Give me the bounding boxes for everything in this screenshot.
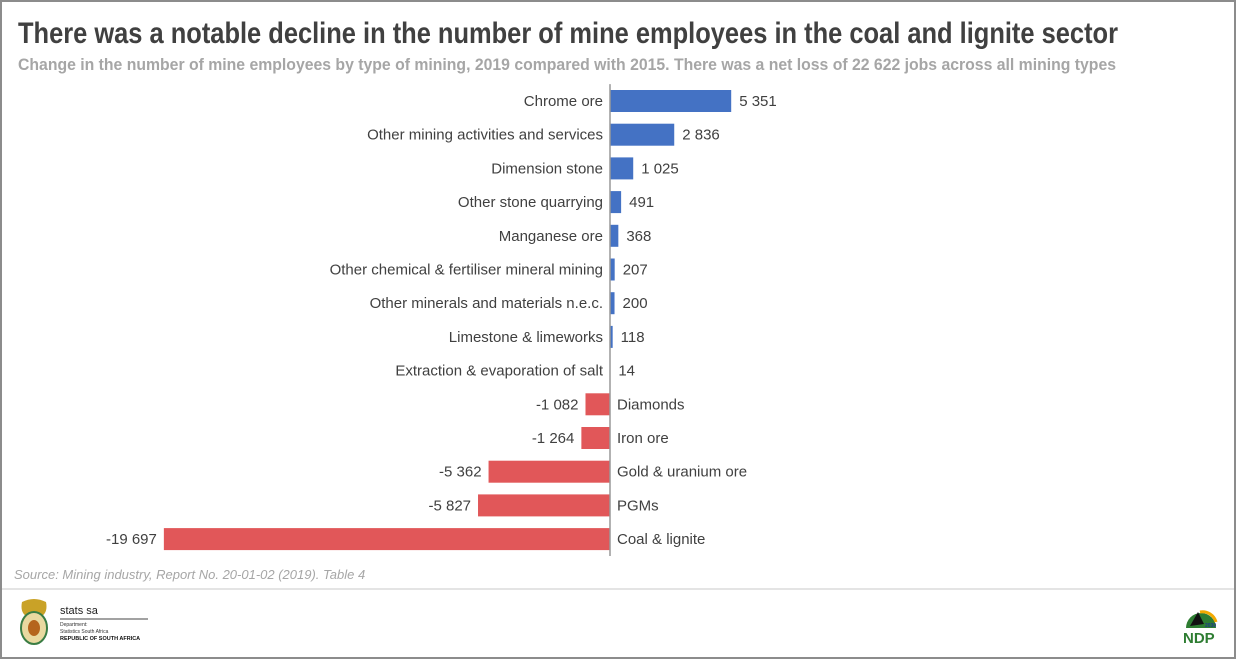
data-label: 368: [626, 228, 651, 245]
logo-line3: REPUBLIC OF SOUTH AFRICA: [60, 636, 140, 642]
source-note: Source: Mining industry, Report No. 20-0…: [14, 567, 365, 582]
data-label: 207: [623, 262, 648, 279]
data-label: -19 697: [106, 531, 157, 548]
bar: [610, 292, 615, 315]
chart-title: There was a notable decline in the numbe…: [18, 17, 1118, 50]
ndp-year: 2030: [1205, 623, 1216, 629]
category-label: Other mining activities and services: [367, 127, 603, 144]
category-label: Other stone quarrying: [458, 194, 603, 211]
category-label: Other minerals and materials n.e.c.: [370, 295, 603, 312]
data-label: -5 362: [439, 464, 482, 481]
bar: [488, 460, 610, 483]
data-label: -1 264: [532, 430, 575, 447]
data-label: 200: [623, 295, 648, 312]
ndp-text: NDP: [1183, 630, 1215, 647]
bar: [610, 325, 613, 348]
bar: [610, 157, 634, 180]
data-label: -5 827: [428, 497, 471, 514]
stats-sa-logo: stats sa Department: Statistics South Af…: [20, 599, 148, 645]
category-label: Coal & lignite: [617, 531, 705, 548]
bar: [163, 528, 610, 551]
bar: [610, 123, 675, 146]
bar: [610, 191, 622, 214]
category-label: Chrome ore: [524, 93, 603, 110]
category-label: Extraction & evaporation of salt: [395, 363, 603, 380]
bar: [585, 393, 610, 416]
bar: [581, 427, 610, 449]
bar: [610, 224, 619, 247]
data-label: 14: [618, 363, 635, 380]
data-label: 2 836: [682, 127, 720, 144]
ndp-logo: 2030 NDP: [1183, 610, 1218, 647]
data-label: 1 025: [641, 160, 679, 177]
category-label: Iron ore: [617, 430, 669, 447]
category-label: Manganese ore: [499, 228, 603, 245]
data-label: 5 351: [739, 93, 777, 110]
data-label: -1 082: [536, 396, 579, 413]
category-label: Limestone & limeworks: [449, 329, 603, 346]
category-label: Dimension stone: [491, 160, 603, 177]
category-label: Diamonds: [617, 396, 685, 413]
stats-sa-name: stats sa: [60, 605, 99, 617]
coat-of-arms-icon: [20, 599, 48, 645]
bar: [478, 494, 610, 517]
logo-line1: Department:: [60, 622, 88, 628]
bar: [610, 90, 732, 112]
chart-subtitle: Change in the number of mine employees b…: [18, 55, 1116, 74]
category-label: PGMs: [617, 497, 659, 514]
bar: [610, 258, 615, 281]
data-label: 118: [621, 329, 645, 346]
category-label: Gold & uranium ore: [617, 464, 747, 481]
data-label: 491: [629, 194, 654, 211]
logo-line2: Statistics South Africa: [60, 629, 109, 635]
category-label: Other chemical & fertiliser mineral mini…: [330, 262, 603, 279]
